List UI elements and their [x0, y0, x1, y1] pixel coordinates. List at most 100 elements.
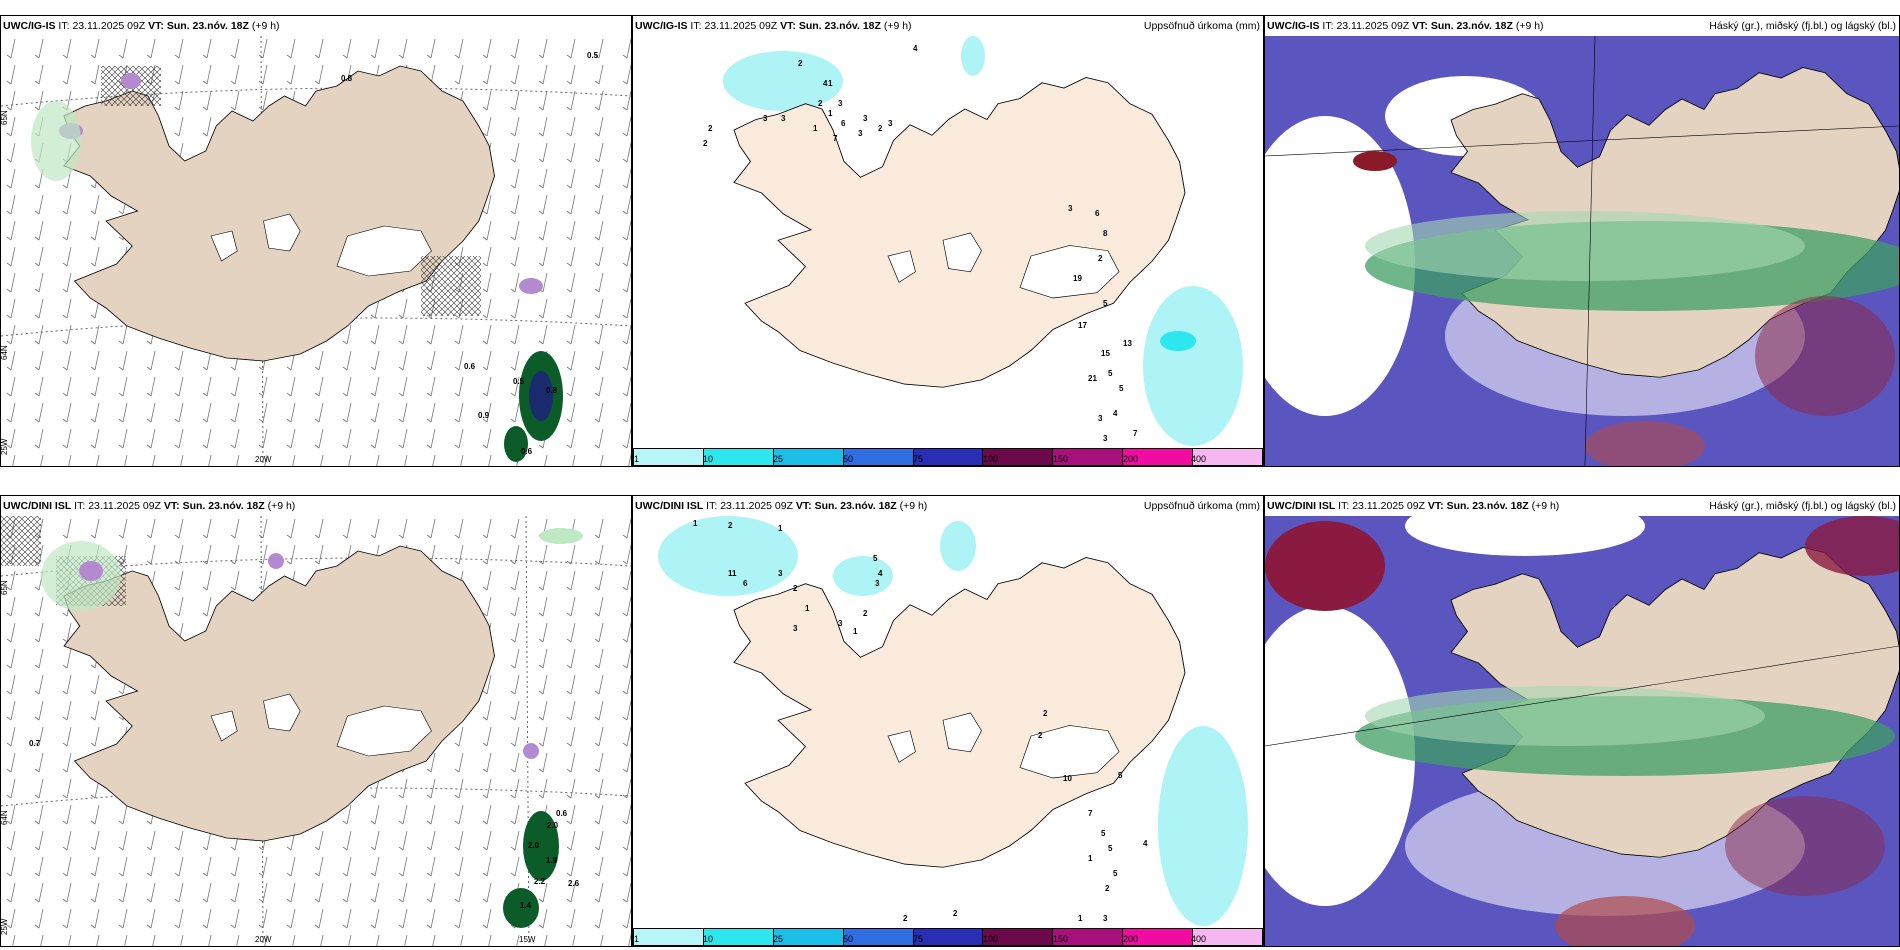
- cloud-map-panel-top: UWC/IG-IS IT: 23.11.2025 09Z VT: Sun. 23…: [1264, 15, 1900, 467]
- precip-value: 2: [1043, 709, 1048, 718]
- lat-label: 65N: [1, 110, 9, 125]
- value-label: 0.6: [556, 809, 568, 818]
- precip-value: 4: [823, 79, 828, 88]
- vt-value: Sun. 23.nóv. 18Z: [166, 20, 249, 32]
- colorbar-label: 150: [1053, 934, 1069, 944]
- precip-value: 2: [903, 914, 908, 923]
- panel-header: UWC/IG-IS IT: 23.11.2025 09Z VT: Sun. 23…: [1265, 16, 1899, 36]
- wind-map-panel-bottom: UWC/DINI ISL IT: 23.11.2025 09Z VT: Sun.…: [0, 495, 632, 947]
- precip-value: 2: [1105, 884, 1110, 893]
- precip-value: 4: [878, 569, 883, 578]
- colorbar-label: 100: [983, 934, 999, 944]
- value-label: 0.6: [464, 362, 476, 371]
- precip-map-panel-top: UWC/IG-IS IT: 23.11.2025 09Z VT: Sun. 23…: [632, 15, 1264, 467]
- precip-value: 5: [1108, 844, 1113, 853]
- vt-value: Sun. 23.nóv. 18Z: [798, 20, 881, 32]
- lon-label: 25W: [1, 438, 9, 455]
- colorbar-label: 75: [913, 934, 924, 944]
- panel-header: UWC/DINI ISL IT: 23.11.2025 09Z VT: Sun.…: [1, 496, 631, 516]
- precip-value: 3: [875, 579, 880, 588]
- precip-value: 5: [1113, 869, 1118, 878]
- cloud-map: [1265, 36, 1899, 466]
- value-label: 2.0: [547, 821, 559, 830]
- precip-value: 2: [953, 909, 958, 918]
- precip-value: 1: [1078, 914, 1083, 923]
- precip-value: 19: [1073, 274, 1082, 283]
- precip-value: 15: [1101, 349, 1110, 358]
- value-label: 1.9: [546, 856, 558, 865]
- precip-value: 13: [1123, 339, 1132, 348]
- value-label: 2.0: [528, 841, 540, 850]
- model-name: UWC/IG-IS: [3, 20, 56, 32]
- wind-map: 0.7 0.6 2.0 2.0 1.9 2.2 2.6 1.4 65N 64N …: [1, 516, 631, 946]
- colorbar-label: 1: [634, 454, 640, 464]
- precip-value: 1: [778, 524, 783, 533]
- precip-value: 3: [1068, 204, 1073, 213]
- precip-value: 1: [813, 124, 818, 133]
- colorbar-swatch: [1193, 929, 1263, 945]
- value-label: 0.6: [521, 447, 533, 456]
- precip-value: 4: [913, 44, 918, 53]
- it-value: 23.11.2025 09Z: [1352, 500, 1425, 512]
- precip-value: 5: [873, 554, 878, 563]
- colorbar-label: 200: [1123, 454, 1139, 464]
- precip-value: 4: [1143, 839, 1148, 848]
- precip-value: 3: [781, 114, 786, 123]
- wind-map-panel-top: UWC/IG-IS IT: 23.11.2025 09Z VT: Sun. 23…: [0, 15, 632, 467]
- value-label: 0.9: [478, 411, 490, 420]
- panel-header: UWC/IG-IS IT: 23.11.2025 09Z VT: Sun. 23…: [1, 16, 631, 36]
- colorbar-swatch: [913, 929, 984, 945]
- colorbar-label: 10: [703, 934, 714, 944]
- colorbar: [633, 928, 1263, 946]
- precip-map: 1 2 1 11 6 3 2 1 3 5 4 3 2 3 1 2 2 10 5 7 5 5 1 4 5 2 3 1 2 2: [633, 516, 1263, 928]
- precip-value: 3: [778, 569, 783, 578]
- lead-time: (+9 h): [1531, 500, 1560, 512]
- it-label: IT:: [690, 20, 702, 32]
- value-label: 1.4: [520, 901, 532, 910]
- colorbar-label: 400: [1191, 934, 1207, 944]
- vt-value: Sun. 23.nóv. 18Z: [814, 500, 897, 512]
- precip-value: 3: [838, 619, 843, 628]
- model-name: UWC/DINI ISL: [1267, 500, 1336, 512]
- colorbar-label: 50: [843, 934, 854, 944]
- precip-value: 1: [828, 79, 833, 88]
- value-label: 0.5: [513, 377, 525, 386]
- it-value: 23.11.2025 09Z: [88, 500, 161, 512]
- precip-value: 7: [1088, 809, 1093, 818]
- it-label: IT:: [58, 20, 70, 32]
- wind-map: 0.8 0.5 0.6 0.5 0.8 0.9 0.6 65N 64N 25W …: [1, 36, 631, 466]
- value-label: 0.8: [546, 386, 558, 395]
- lead-time: (+9 h): [267, 500, 296, 512]
- vt-value: Sun. 23.nóv. 18Z: [1430, 20, 1513, 32]
- it-label: IT:: [706, 500, 718, 512]
- precip-value: 3: [1098, 414, 1103, 423]
- lat-label: 65N: [1, 580, 9, 595]
- panel-header: UWC/DINI ISL IT: 23.11.2025 09Z VT: Sun.…: [633, 496, 1263, 516]
- colorbar-swatch: [773, 929, 844, 945]
- precip-value: 3: [858, 129, 863, 138]
- precip-value: 4: [1113, 409, 1118, 418]
- precip-value: 10: [1063, 774, 1072, 783]
- colorbar-swatch: [1053, 449, 1124, 465]
- lead-time: (+9 h): [251, 20, 280, 32]
- colorbar-swatch: [1123, 449, 1194, 465]
- colorbar-label: 25: [773, 934, 784, 944]
- panel-header: UWC/DINI ISL IT: 23.11.2025 09Z VT: Sun.…: [1265, 496, 1899, 516]
- panel-title: Uppsöfnuð úrkoma (mm): [1143, 500, 1260, 512]
- precip-value: 1: [853, 627, 858, 636]
- value-label: 2.2: [534, 877, 546, 886]
- vt-label: VT:: [163, 500, 180, 512]
- precip-map: 2 1 2 4 1 6 3 3 7 3 2 3 1 4 3 3 2 2 3 6 8 2 19 5 17 15 21 5 5 3 3 13 4 7: [633, 36, 1263, 448]
- precip-value: 3: [838, 99, 843, 108]
- precip-value: 1: [805, 604, 810, 613]
- precip-value: 11: [728, 569, 737, 578]
- model-name: UWC/IG-IS: [1267, 20, 1320, 32]
- lead-time: (+9 h): [899, 500, 928, 512]
- lon-label: 20W: [255, 455, 272, 464]
- colorbar-label: 1: [634, 934, 640, 944]
- precip-value: 3: [793, 624, 798, 633]
- colorbar-swatch: [1193, 449, 1263, 465]
- it-label: IT:: [1338, 500, 1350, 512]
